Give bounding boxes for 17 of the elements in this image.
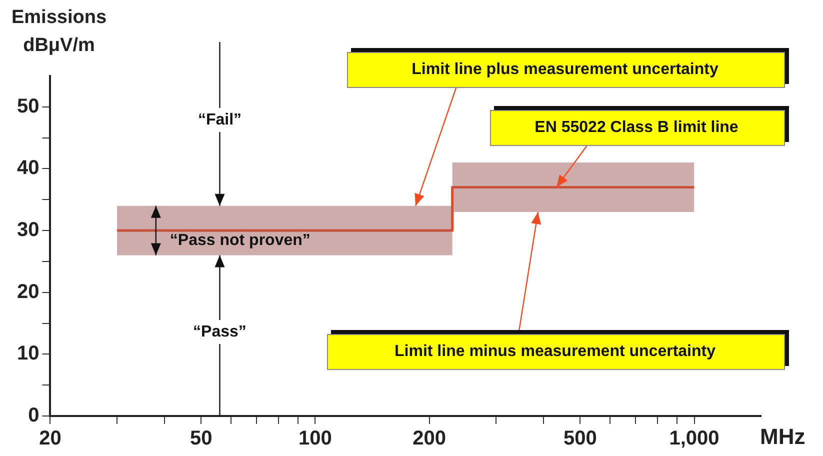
x-tick-label: 500 [563, 428, 597, 450]
y-tick-label: 0 [28, 404, 40, 427]
y-tick-label: 30 [16, 219, 40, 242]
x-axis-title: MHz [760, 424, 806, 450]
x-tick-label: 100 [298, 428, 332, 450]
annotation: “Pass” [193, 323, 246, 340]
annotation: “Pass not proven” [170, 232, 310, 249]
x-tick-label: 1,000 [669, 428, 720, 450]
annotation: “Fail” [198, 111, 242, 128]
y-tick-label: 20 [16, 280, 40, 303]
y-tick-label: 50 [16, 95, 40, 118]
y-tick-label: 10 [16, 342, 40, 365]
y-tick-label: 40 [16, 157, 40, 180]
x-tick-label: 200 [412, 428, 446, 450]
y-axis-title: Emissions dBμV/m [10, 6, 108, 58]
x-tick-label: 50 [190, 428, 212, 450]
x-tick-label: 20 [39, 428, 62, 450]
